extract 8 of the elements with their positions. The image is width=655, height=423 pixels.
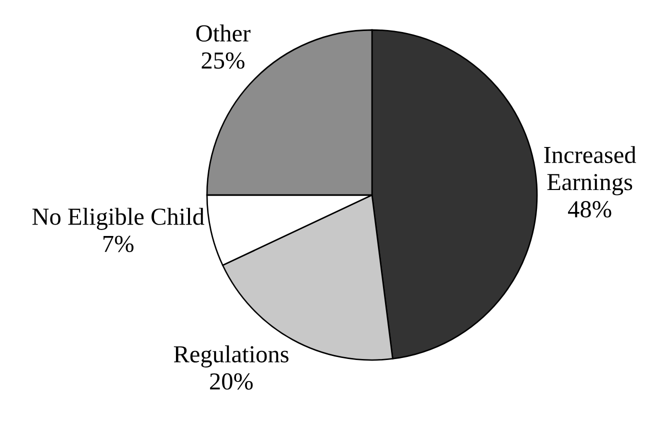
slice-label: Regulations: [174, 345, 288, 368]
data-label: 48%: [568, 201, 612, 218]
data-label: 7%: [104, 236, 134, 252]
data-label: 20%: [210, 373, 253, 390]
slice-label: No Eligible Child: [32, 208, 204, 230]
slice-label: Other: [196, 24, 250, 42]
data-label: 25%: [202, 52, 244, 69]
slice-label: Increased Earnings: [544, 146, 636, 196]
